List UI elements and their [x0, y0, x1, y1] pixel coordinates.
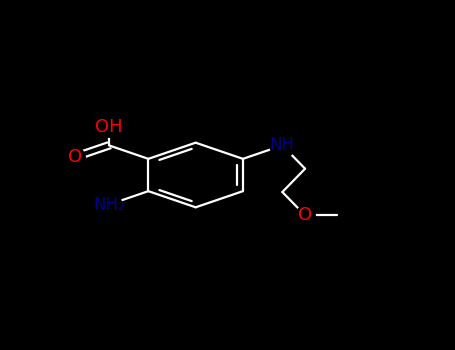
- Text: NH₂: NH₂: [93, 196, 125, 213]
- Text: O: O: [68, 148, 82, 166]
- Text: O: O: [298, 206, 312, 224]
- Text: NH: NH: [270, 136, 295, 154]
- Text: OH: OH: [95, 118, 123, 135]
